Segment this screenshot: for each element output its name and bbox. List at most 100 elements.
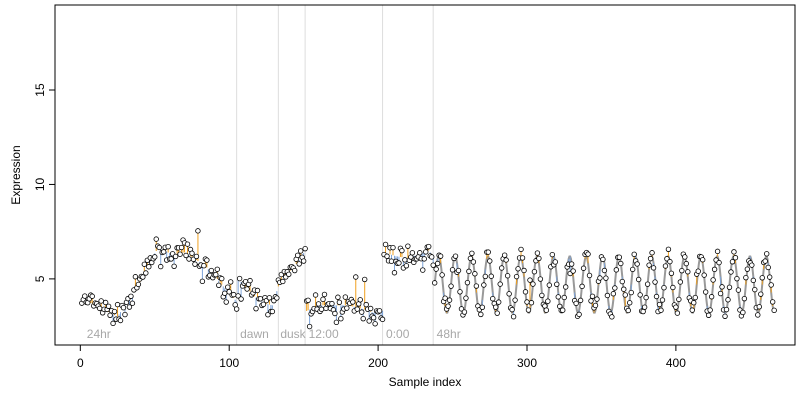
data-point — [431, 280, 438, 286]
data-point — [269, 308, 276, 315]
data-point — [466, 268, 472, 275]
data-point — [82, 293, 88, 299]
data-point — [628, 289, 634, 296]
data-point — [512, 297, 518, 303]
data-point — [172, 253, 179, 260]
data-point — [647, 255, 654, 262]
data-point — [643, 294, 649, 301]
segment-label: 48hr — [437, 327, 461, 341]
data-point — [714, 248, 721, 255]
data-point — [729, 259, 736, 265]
data-point — [501, 252, 508, 258]
data-point — [732, 255, 739, 261]
data-point — [752, 286, 758, 293]
data-point — [464, 279, 471, 286]
data-point — [627, 300, 633, 306]
data-point — [530, 281, 536, 287]
data-point — [656, 301, 663, 308]
data-point — [143, 270, 149, 276]
data-point — [577, 297, 584, 304]
data-point — [539, 292, 545, 299]
data-point — [685, 269, 691, 275]
data-point — [622, 292, 628, 298]
data-point — [199, 278, 206, 285]
data-point — [661, 284, 667, 291]
data-point — [528, 300, 535, 306]
x-tick-label: 0 — [77, 356, 84, 370]
data-point — [646, 262, 652, 268]
data-point — [296, 261, 302, 267]
data-point — [561, 294, 567, 301]
data-point — [195, 228, 201, 234]
data-point — [135, 281, 142, 288]
data-point — [336, 299, 343, 305]
x-axis-title: Sample index — [389, 375, 462, 389]
data-point — [640, 308, 646, 315]
data-point — [89, 293, 95, 299]
data-point — [372, 321, 378, 327]
data-point — [725, 297, 731, 303]
data-point — [662, 263, 669, 269]
data-point — [430, 262, 436, 268]
data-point — [129, 300, 136, 306]
data-point — [302, 245, 308, 252]
data-point — [604, 292, 611, 299]
data-point — [329, 300, 335, 307]
data-point — [667, 258, 673, 265]
data-point — [692, 294, 698, 301]
data-point — [388, 258, 395, 264]
data-point — [257, 296, 264, 302]
data-point — [560, 307, 566, 313]
data-point — [354, 306, 360, 312]
data-point — [361, 276, 368, 283]
data-point — [691, 300, 697, 306]
data-point — [580, 265, 587, 271]
data-point — [305, 297, 311, 303]
data-point — [764, 251, 770, 257]
data-point — [448, 283, 454, 289]
data-point — [699, 257, 706, 263]
data-point — [536, 255, 542, 262]
data-point — [117, 317, 124, 324]
data-point — [171, 263, 177, 270]
data-point — [716, 259, 722, 266]
data-point — [184, 241, 191, 247]
segment-label: dawn — [240, 327, 269, 341]
data-point — [306, 323, 313, 330]
data-point — [740, 309, 746, 316]
data-point — [634, 261, 640, 267]
data-point — [286, 271, 292, 278]
data-point — [519, 255, 526, 261]
data-point — [518, 246, 524, 253]
segment-label: 12:00 — [309, 327, 339, 341]
data-point — [107, 312, 113, 318]
data-point — [423, 249, 429, 255]
data-point — [744, 266, 751, 272]
data-point — [701, 272, 707, 278]
segment-label: dusk — [280, 327, 306, 341]
data-point — [189, 250, 195, 256]
data-point — [668, 270, 675, 276]
data-point — [597, 275, 603, 281]
data-point — [766, 274, 773, 280]
data-point — [613, 267, 620, 273]
data-point — [573, 300, 579, 307]
data-point — [201, 263, 207, 269]
data-point — [707, 307, 713, 313]
data-point — [552, 259, 558, 265]
data-point — [673, 304, 679, 310]
data-point — [463, 295, 469, 301]
data-point — [510, 314, 517, 320]
data-point — [461, 309, 468, 315]
data-point — [619, 278, 625, 285]
data-point — [630, 266, 636, 273]
data-point — [421, 256, 427, 262]
data-point — [650, 265, 657, 271]
data-point — [193, 253, 200, 260]
data-point — [717, 290, 724, 297]
data-point — [658, 307, 664, 313]
data-point — [226, 289, 232, 295]
plot-frame — [54, 4, 796, 346]
data-point — [247, 277, 253, 284]
